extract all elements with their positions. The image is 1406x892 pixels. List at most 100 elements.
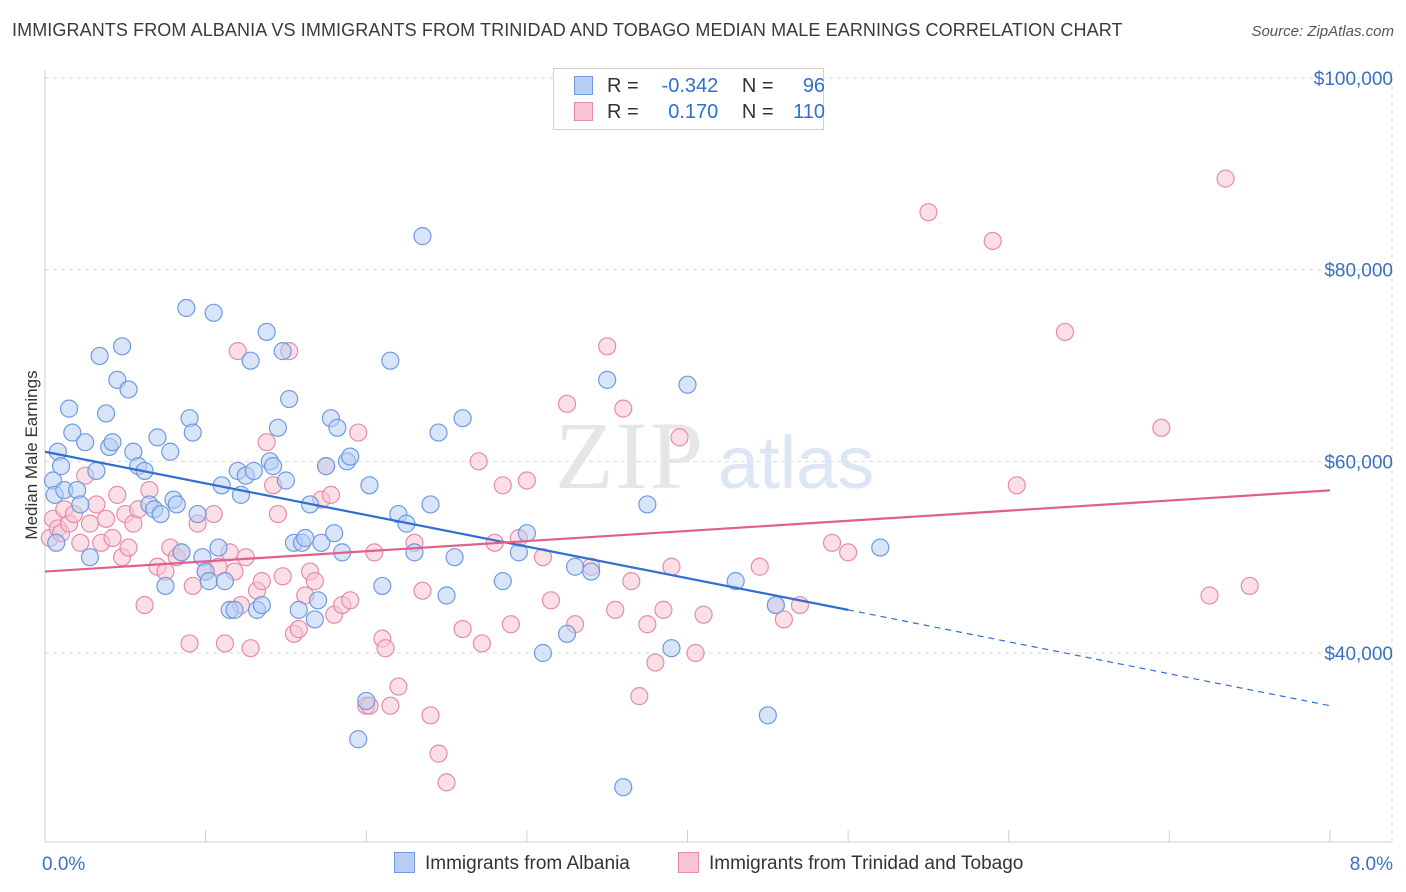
albania-point xyxy=(280,389,299,409)
trinidad-point xyxy=(598,337,617,356)
albania-point xyxy=(183,423,202,442)
albania-point xyxy=(103,433,122,452)
legend-row-trinidad: R = 0.170 N = 110 xyxy=(574,101,825,127)
albania-point xyxy=(557,624,577,643)
albania-point xyxy=(51,457,71,476)
albania-point xyxy=(517,524,536,543)
albania-point xyxy=(199,572,218,591)
albania-point xyxy=(598,370,617,389)
albania-point xyxy=(268,418,288,437)
albania-point xyxy=(429,423,448,442)
albania-point xyxy=(325,524,344,543)
trinidad-point xyxy=(630,687,649,706)
trinidad-point xyxy=(606,600,625,619)
albania-trend-line xyxy=(44,450,849,611)
watermark: ZIP atlas xyxy=(555,402,874,509)
source-label: Source: ZipAtlas.com xyxy=(1251,23,1394,40)
legend-r-value: 0.170 xyxy=(668,101,719,123)
albania-point xyxy=(71,495,90,514)
albania-point xyxy=(289,600,308,619)
axes xyxy=(44,70,1392,843)
trinidad-point xyxy=(389,677,408,696)
trinidad-point xyxy=(1200,586,1219,605)
trinidad-point xyxy=(119,538,138,557)
albania-point xyxy=(244,461,263,481)
trinidad-point xyxy=(241,639,260,658)
trinidad-point xyxy=(236,548,255,567)
legend-swatch-trinidad xyxy=(574,102,593,121)
trinidad-point xyxy=(1152,418,1171,437)
albania-point xyxy=(405,543,424,562)
albania-point xyxy=(678,375,697,394)
trinidad-point xyxy=(1055,322,1075,342)
trinidad-point xyxy=(305,572,324,591)
trinidad-point xyxy=(80,514,100,533)
albania-point xyxy=(209,538,228,557)
y-axis-label: Median Male Earnings xyxy=(22,370,41,539)
albania-point xyxy=(76,433,95,452)
trinidad-point xyxy=(1216,169,1235,188)
albania-point xyxy=(59,399,79,418)
trinidad-point xyxy=(983,231,1002,251)
albania-point xyxy=(80,548,100,567)
trinidad-point xyxy=(662,557,681,576)
albania-point xyxy=(437,586,456,605)
albania-point xyxy=(582,562,601,581)
legend-r-label: R = xyxy=(607,75,639,97)
albania-point xyxy=(148,428,167,447)
trinidad-point xyxy=(341,591,360,610)
albania-point xyxy=(241,351,260,370)
trinidad-point xyxy=(1007,476,1026,495)
trinidad-point xyxy=(493,476,512,495)
albania-point xyxy=(421,495,440,514)
albania-point xyxy=(112,337,132,356)
albania-point xyxy=(726,572,745,591)
trinidad-point xyxy=(453,619,472,639)
trinidad-point xyxy=(180,634,199,653)
trend-lines xyxy=(44,450,1331,707)
trinidad-point xyxy=(349,423,368,442)
x-tick-label: 0.0% xyxy=(42,854,85,875)
albania-point xyxy=(381,351,400,370)
albania-point xyxy=(360,476,379,495)
trinidad-point xyxy=(289,619,308,639)
trinidad-point xyxy=(204,504,223,524)
trinidad-point xyxy=(108,485,127,504)
trinidad-point xyxy=(437,773,456,792)
tick-labels: $40,000 $60,000 $80,000 $100,000 0.0% 8.0% xyxy=(42,69,1393,875)
albania-point xyxy=(413,227,432,246)
albania-point xyxy=(312,533,331,552)
albania-point xyxy=(172,543,191,562)
albania-point xyxy=(341,447,360,466)
trinidad-point xyxy=(215,634,234,653)
albania-point xyxy=(177,298,196,318)
albania-point xyxy=(119,380,138,399)
bottom-legend-swatch-albania xyxy=(394,852,415,873)
legend-n-label: N = xyxy=(741,75,774,97)
watermark-atlas: atlas xyxy=(718,421,874,504)
albania-point xyxy=(758,706,777,725)
bottom-legend-trinidad: Immigrants from Trinidad and Tobago xyxy=(678,852,1023,875)
albania-point xyxy=(63,423,82,442)
albania-point xyxy=(47,533,66,552)
trinidad-point xyxy=(71,533,90,552)
trinidad-point xyxy=(413,581,432,600)
albania-trend-extension xyxy=(848,609,1331,707)
trinidad-point xyxy=(365,543,384,562)
bottom-legend-label-trinidad: Immigrants from Trinidad and Tobago xyxy=(709,853,1024,874)
trinidad-point xyxy=(96,509,116,528)
trinidad-point xyxy=(135,595,154,615)
y-tick-label: $100,000 xyxy=(1314,69,1393,90)
albania-point xyxy=(257,322,276,342)
albania-point xyxy=(453,409,472,428)
albania-point xyxy=(614,778,633,797)
albania-point xyxy=(96,404,116,423)
trinidad-point xyxy=(919,203,938,222)
trinidad-point xyxy=(376,639,395,658)
albania-point xyxy=(252,595,271,615)
trinidad-point xyxy=(750,557,769,576)
trinidad-point xyxy=(501,615,520,634)
trinidad-point xyxy=(654,600,673,619)
legend-r-value: -0.342 xyxy=(661,75,719,97)
